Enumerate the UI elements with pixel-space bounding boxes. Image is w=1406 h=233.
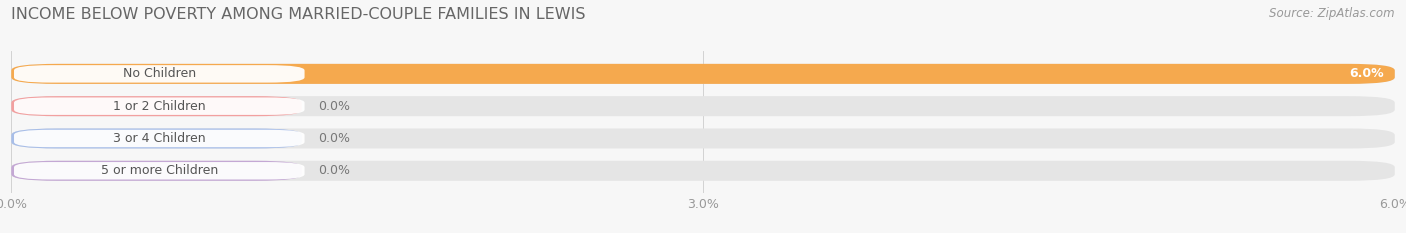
FancyBboxPatch shape bbox=[11, 96, 302, 116]
Text: No Children: No Children bbox=[122, 67, 195, 80]
Text: 6.0%: 6.0% bbox=[1350, 67, 1384, 80]
Text: INCOME BELOW POVERTY AMONG MARRIED-COUPLE FAMILIES IN LEWIS: INCOME BELOW POVERTY AMONG MARRIED-COUPL… bbox=[11, 7, 586, 22]
Text: 3 or 4 Children: 3 or 4 Children bbox=[112, 132, 205, 145]
FancyBboxPatch shape bbox=[11, 64, 1395, 84]
FancyBboxPatch shape bbox=[14, 162, 305, 179]
Text: 0.0%: 0.0% bbox=[318, 100, 350, 113]
Text: 1 or 2 Children: 1 or 2 Children bbox=[112, 100, 205, 113]
Text: 5 or more Children: 5 or more Children bbox=[101, 164, 218, 177]
Text: 0.0%: 0.0% bbox=[318, 132, 350, 145]
FancyBboxPatch shape bbox=[14, 65, 305, 82]
FancyBboxPatch shape bbox=[11, 128, 1395, 148]
FancyBboxPatch shape bbox=[11, 161, 302, 181]
FancyBboxPatch shape bbox=[11, 96, 1395, 116]
FancyBboxPatch shape bbox=[14, 130, 305, 147]
Text: 0.0%: 0.0% bbox=[318, 164, 350, 177]
FancyBboxPatch shape bbox=[14, 97, 305, 115]
Text: Source: ZipAtlas.com: Source: ZipAtlas.com bbox=[1270, 7, 1395, 20]
FancyBboxPatch shape bbox=[11, 128, 302, 148]
FancyBboxPatch shape bbox=[11, 161, 1395, 181]
FancyBboxPatch shape bbox=[11, 64, 1395, 84]
